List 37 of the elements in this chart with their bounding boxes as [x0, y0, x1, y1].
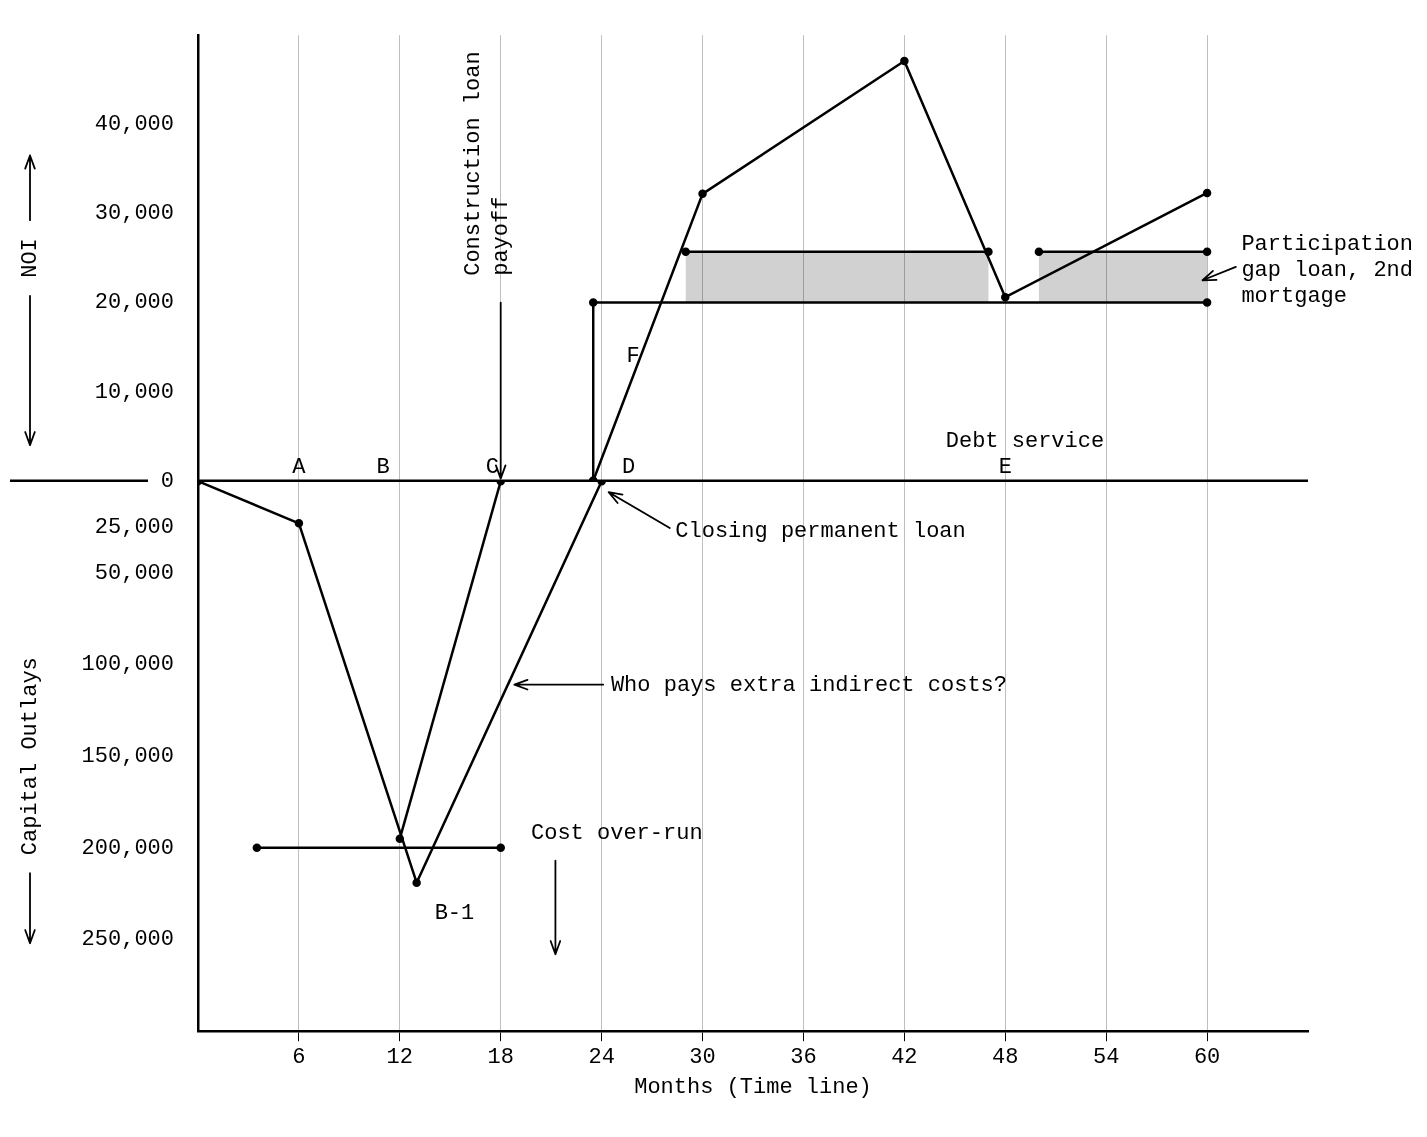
- annotation: Who pays extra indirect costs?: [610, 672, 1007, 698]
- annotation: D: [622, 454, 636, 480]
- annotation: B-1: [434, 900, 475, 926]
- x-tick-label: 60: [1193, 1044, 1221, 1070]
- y-tick-label: 100,000: [81, 651, 174, 677]
- y-tick-label: 10,000: [94, 379, 174, 405]
- y-tick-label: 50,000: [94, 560, 174, 586]
- annotation: Participation gap loan, 2nd mortgage: [1241, 232, 1414, 310]
- x-tick-label: 24: [588, 1044, 615, 1070]
- y-tick-label: 30,000: [94, 201, 174, 227]
- x-tick-label: 48: [992, 1044, 1019, 1070]
- y-tick-label: 40,000: [94, 112, 174, 138]
- x-tick-label: 30: [689, 1044, 716, 1070]
- y-tick-label: 25,000: [94, 514, 174, 540]
- annotation: F: [626, 343, 640, 369]
- y-tick-label: 250,000: [81, 926, 174, 952]
- x-tick-label: 6: [292, 1044, 306, 1070]
- x-tick-label: 54: [1092, 1044, 1120, 1070]
- y-tick-label: 200,000: [81, 835, 174, 861]
- y-tick-label: 0: [160, 468, 174, 494]
- annotation: Closing permanent loan: [675, 518, 966, 544]
- annotation: C: [485, 454, 499, 480]
- x-tick-label: 42: [891, 1044, 918, 1070]
- x-tick-label: 36: [790, 1044, 817, 1070]
- annotation: Debt service: [945, 428, 1105, 454]
- annotation: Construction loan payoff: [460, 51, 514, 276]
- y-axis-title: NOI: [17, 238, 43, 278]
- x-tick-label: 18: [487, 1044, 514, 1070]
- y-tick-label: 20,000: [94, 290, 174, 316]
- y-axis-title: Capital Outlays: [17, 656, 43, 855]
- annotation: E: [998, 454, 1012, 480]
- x-axis-title: Months (Time line): [634, 1074, 872, 1100]
- y-tick-label: 150,000: [81, 743, 174, 769]
- annotation: B: [376, 454, 390, 480]
- annotation: A: [292, 454, 307, 480]
- annotation: Cost over-run: [531, 820, 703, 846]
- x-tick-label: 12: [386, 1044, 414, 1070]
